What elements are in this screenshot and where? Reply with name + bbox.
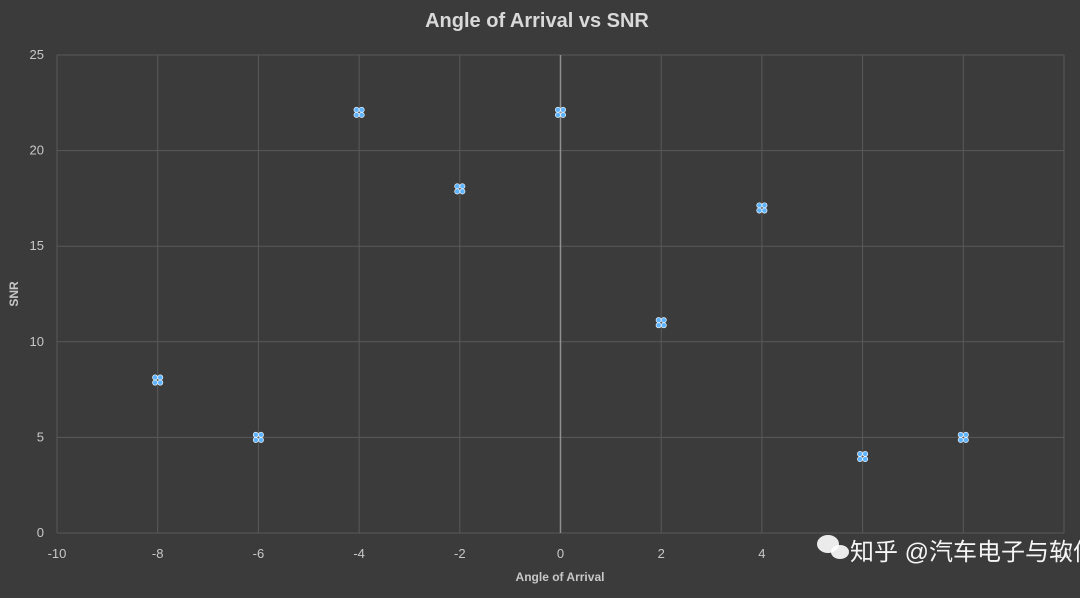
y-tick-label: 15 (30, 238, 44, 253)
data-point (857, 451, 869, 463)
marker-dot (258, 431, 264, 438)
data-points (152, 106, 969, 463)
marker-dot (655, 317, 662, 323)
marker-dot (660, 322, 667, 329)
marker-dot (258, 437, 264, 443)
chart-title: Angle of Arrival vs SNR (425, 10, 649, 32)
marker-dot (252, 431, 259, 438)
data-point (454, 183, 466, 195)
marker-dot (157, 374, 164, 381)
marker-dot (358, 106, 365, 113)
marker-dot (862, 451, 869, 457)
y-tick-label: 20 (30, 143, 44, 158)
wechat-logo-icon (817, 535, 849, 559)
data-point (655, 317, 667, 329)
marker-dot (963, 437, 969, 443)
x-tick-label: 2 (658, 546, 665, 561)
watermark: 知乎 @汽车电子与软件 william (817, 535, 1080, 566)
data-point (756, 202, 768, 214)
x-axis-title: Angle of Arrival (516, 570, 605, 584)
marker-dot (560, 106, 566, 113)
marker-dot (655, 322, 662, 329)
y-tick-label: 0 (37, 525, 44, 540)
watermark-text: 知乎 @汽车电子与软件 william (850, 539, 1080, 566)
marker-dot (957, 437, 964, 443)
gridlines (56, 54, 1065, 534)
marker-dot (761, 202, 768, 209)
marker-dot (157, 379, 164, 386)
marker-dot (252, 437, 259, 443)
x-tick-label: -10 (48, 546, 67, 561)
marker-dot (857, 451, 863, 457)
marker-dot (957, 431, 964, 438)
marker-dot (555, 112, 561, 118)
marker-dot (862, 456, 869, 463)
x-tick-label: 0 (557, 546, 564, 561)
marker-dot (459, 183, 466, 190)
data-point (555, 106, 566, 118)
data-point (152, 374, 164, 386)
marker-dot (560, 112, 566, 118)
marker-dot (353, 106, 360, 113)
data-point (353, 106, 365, 118)
marker-dot (358, 112, 365, 118)
marker-dot (857, 456, 863, 463)
marker-dot (353, 112, 360, 118)
data-point (252, 431, 264, 443)
marker-dot (152, 374, 158, 381)
y-axis-title: SNR (7, 281, 21, 307)
marker-dot (459, 188, 466, 195)
marker-dot (761, 207, 768, 214)
x-tick-label: -4 (353, 546, 365, 561)
marker-dot (152, 379, 158, 386)
x-tick-label: -2 (454, 546, 466, 561)
data-point (957, 431, 969, 443)
x-tick-label: 4 (758, 546, 765, 561)
marker-dot (756, 202, 763, 209)
marker-dot (756, 207, 763, 214)
marker-dot (555, 106, 561, 113)
y-tick-label: 10 (30, 334, 44, 349)
x-tick-label: -6 (253, 546, 265, 561)
x-tick-label: -8 (152, 546, 164, 561)
x-tick-label: 10 (1057, 546, 1071, 561)
marker-dot (454, 188, 461, 195)
y-tick-label: 5 (37, 429, 44, 444)
marker-dot (963, 431, 969, 438)
marker-dot (660, 317, 667, 323)
marker-dot (454, 183, 461, 190)
y-tick-label: 25 (30, 47, 44, 62)
tick-labels: 0 5 10 15 20 25 -10 -8 -6 -4 -2 0 2 4 10 (30, 47, 1072, 561)
